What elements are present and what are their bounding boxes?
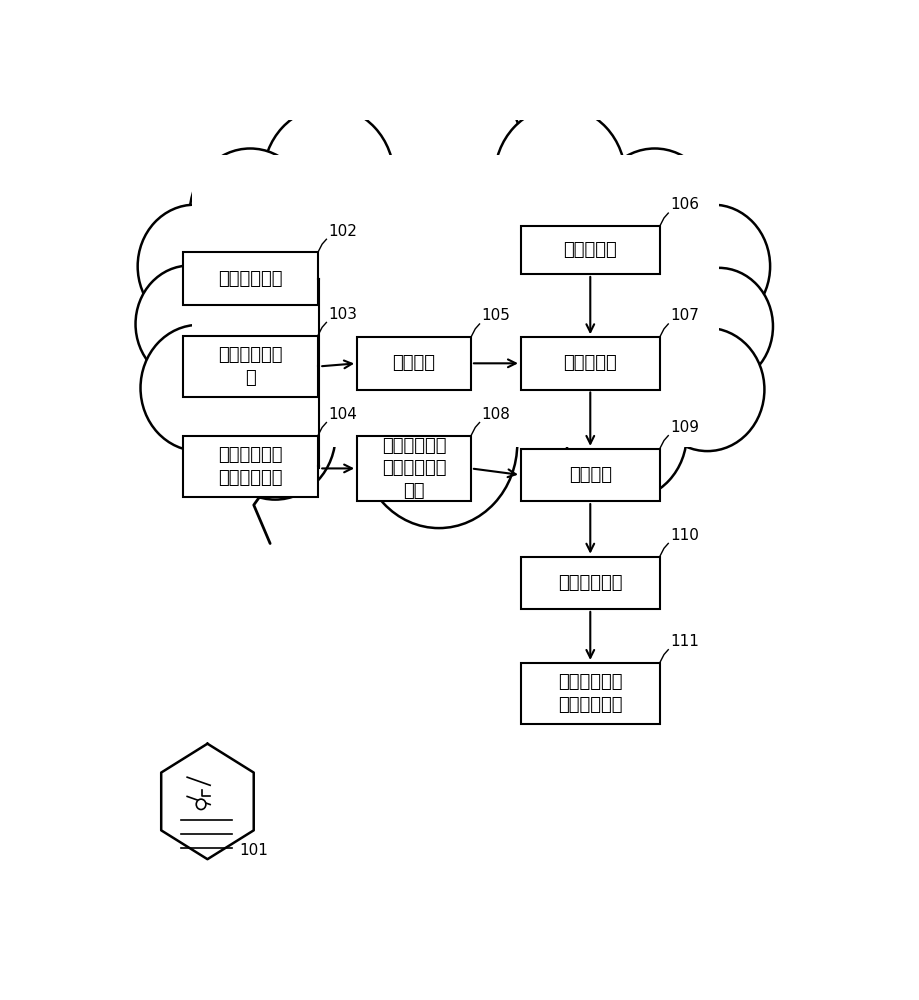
Circle shape [360, 359, 517, 528]
Circle shape [135, 266, 244, 383]
Text: 目标函数: 目标函数 [569, 466, 612, 484]
Text: 106: 106 [670, 197, 699, 212]
FancyBboxPatch shape [521, 449, 660, 501]
Polygon shape [161, 744, 254, 859]
Text: 104: 104 [329, 407, 357, 422]
Text: 109: 109 [670, 420, 699, 435]
Text: 111: 111 [670, 634, 699, 649]
Circle shape [189, 148, 311, 279]
FancyBboxPatch shape [521, 337, 660, 389]
Circle shape [138, 205, 252, 328]
Circle shape [664, 268, 773, 385]
Circle shape [566, 369, 686, 500]
FancyBboxPatch shape [183, 252, 318, 305]
FancyBboxPatch shape [521, 663, 660, 724]
Circle shape [215, 369, 335, 500]
Text: 103: 103 [329, 307, 357, 322]
FancyBboxPatch shape [192, 155, 719, 447]
Text: 107: 107 [670, 308, 699, 323]
Circle shape [656, 205, 770, 328]
Circle shape [354, 66, 525, 251]
Circle shape [263, 107, 394, 249]
Text: 目标出水温度: 目标出水温度 [218, 270, 282, 288]
Text: 105: 105 [482, 308, 511, 323]
Circle shape [141, 325, 257, 451]
Text: 冷却水流量: 冷却水流量 [563, 241, 618, 259]
Circle shape [494, 107, 626, 249]
Text: 目标功率集合: 目标功率集合 [558, 574, 622, 592]
Text: 冷却效率: 冷却效率 [392, 354, 436, 372]
Text: 102: 102 [329, 224, 357, 239]
Text: 101: 101 [240, 843, 268, 858]
Circle shape [197, 799, 206, 810]
FancyBboxPatch shape [521, 557, 660, 609]
Text: 进入冷却塔空
气的湿球温度: 进入冷却塔空 气的湿球温度 [218, 446, 282, 487]
Text: 每个冷却塔风
机的功率、通
风量: 每个冷却塔风 机的功率、通 风量 [381, 437, 447, 500]
FancyBboxPatch shape [357, 436, 471, 501]
FancyBboxPatch shape [183, 436, 318, 497]
Text: 目标通风量: 目标通风量 [563, 354, 618, 372]
FancyBboxPatch shape [521, 226, 660, 274]
Circle shape [595, 148, 715, 279]
Circle shape [651, 328, 765, 451]
FancyBboxPatch shape [357, 337, 471, 389]
FancyBboxPatch shape [183, 336, 318, 397]
Text: 110: 110 [670, 528, 699, 543]
Text: 冷却塔进水温
度: 冷却塔进水温 度 [218, 346, 282, 387]
Text: 108: 108 [482, 407, 511, 422]
Text: 调整每个冷却
塔风机的功率: 调整每个冷却 塔风机的功率 [558, 673, 622, 714]
